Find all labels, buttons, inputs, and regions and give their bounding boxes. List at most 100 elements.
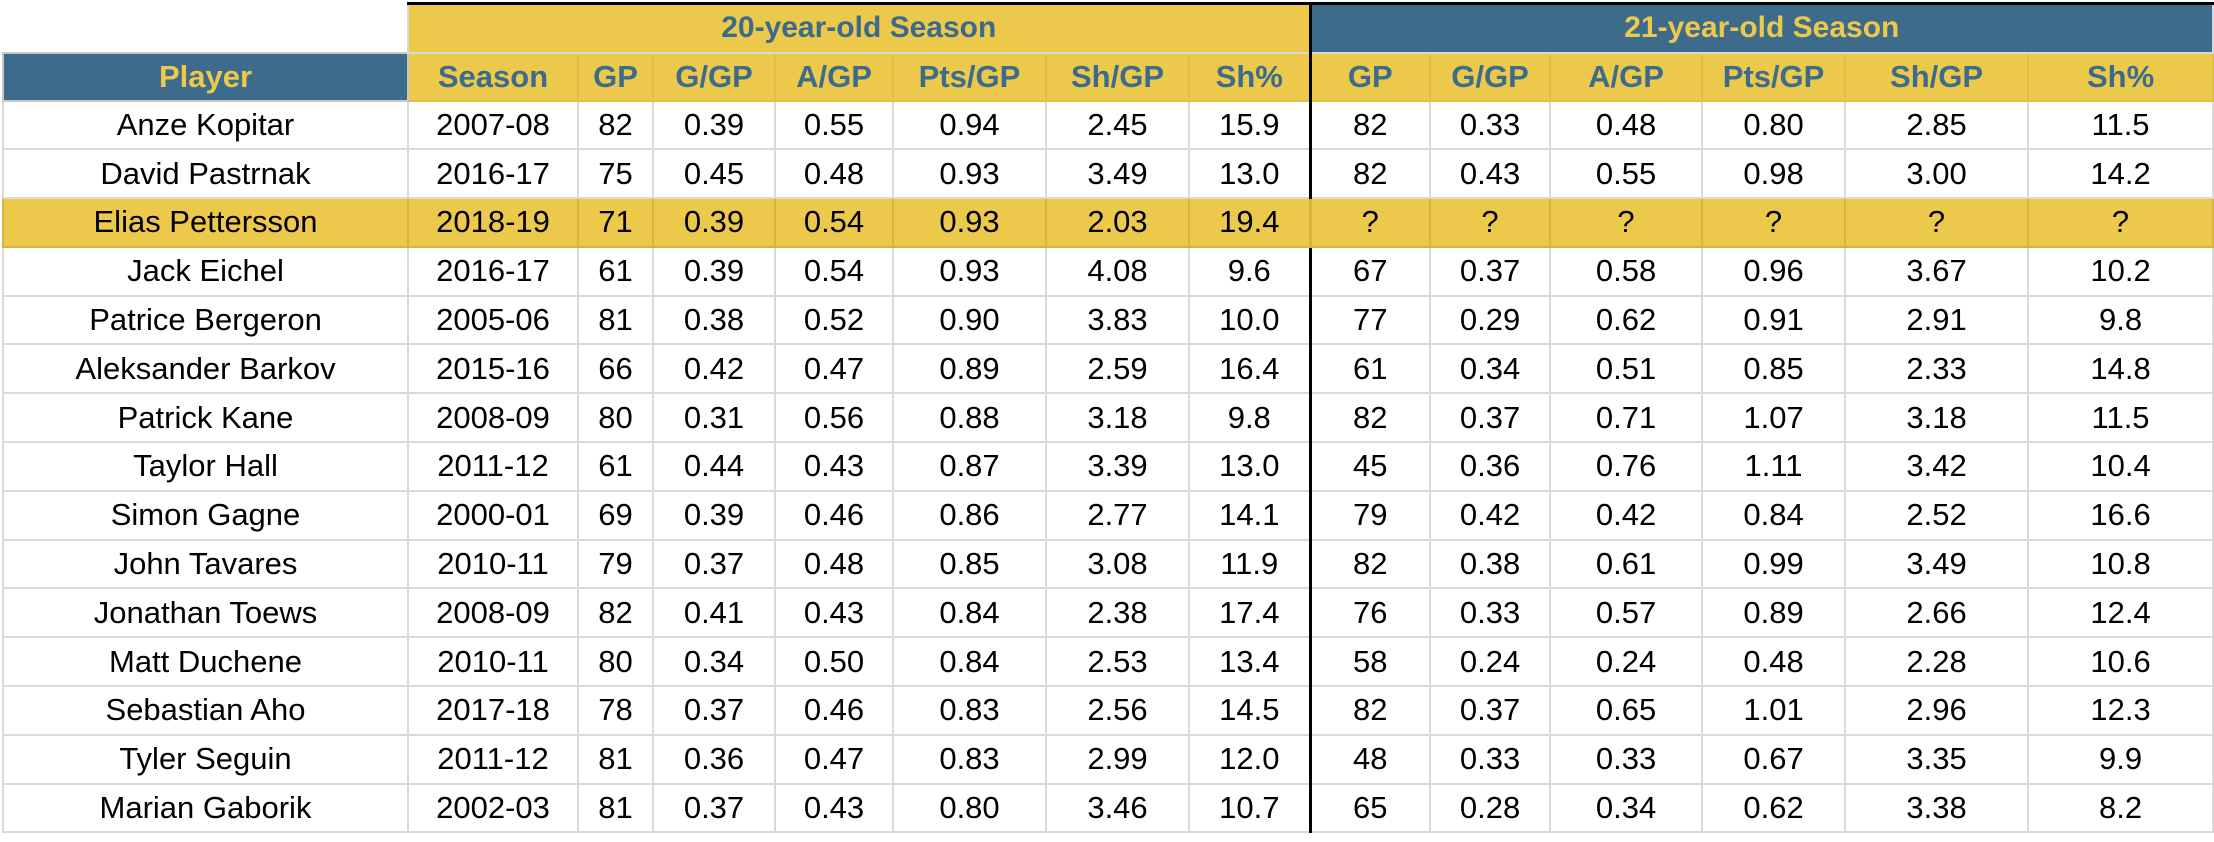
cell: 2.56 <box>1045 685 1190 736</box>
cell: Jonathan Toews <box>2 587 409 639</box>
cell: 8.2 <box>2027 782 2214 834</box>
cell: 0.84 <box>892 636 1047 688</box>
cell: 0.84 <box>892 587 1047 639</box>
cell: 0.91 <box>1701 294 1847 346</box>
table-row: Marian Gaborik 2002-03 81 0.37 0.43 0.80 3.46 1… <box>2 782 2214 834</box>
cell: David Pastrnak <box>2 148 409 200</box>
cell: 0.67 <box>1701 733 1847 785</box>
cell: 0.47 <box>774 343 894 395</box>
cell: 82 <box>1308 685 1432 736</box>
cell: 3.42 <box>1844 441 2030 492</box>
col-header-player: Player <box>2 51 409 102</box>
blank-corner <box>3 3 408 53</box>
cell: 0.39 <box>652 489 776 541</box>
cell: 2000-01 <box>407 489 579 541</box>
cell: 2007-08 <box>407 99 579 151</box>
cell: 0.86 <box>892 489 1047 541</box>
cell: 2011-12 <box>407 441 579 492</box>
cell: Jack Eichel <box>2 245 409 297</box>
col-header-sh-pct-21: Sh% <box>2027 51 2214 102</box>
cell: 2016-17 <box>407 245 579 297</box>
cell: 0.98 <box>1701 148 1847 200</box>
cell: 0.83 <box>892 733 1047 785</box>
cell: Patrick Kane <box>2 392 409 444</box>
cell: 2.96 <box>1844 685 2030 736</box>
cell: 0.46 <box>774 685 894 736</box>
table-row: Aleksander Barkov 2015-16 66 0.42 0.47 0.89 2.… <box>2 343 2214 395</box>
cell: 65 <box>1308 782 1432 834</box>
cell: 82 <box>577 587 654 639</box>
cell: 3.49 <box>1844 538 2030 590</box>
table-row: Anze Kopitar 2007-08 82 0.39 0.55 0.94 2.45 15.… <box>2 99 2214 151</box>
cell: ? <box>1844 197 2030 248</box>
cell: 2.45 <box>1045 99 1190 151</box>
cell: 13.0 <box>1187 148 1312 200</box>
table-row: Simon Gagne 2000-01 69 0.39 0.46 0.86 2.77 14.1… <box>2 489 2214 541</box>
cell: 3.46 <box>1045 782 1190 834</box>
cell: 2008-09 <box>407 587 579 639</box>
cell: 10.4 <box>2027 441 2214 492</box>
cell: 0.87 <box>892 441 1047 492</box>
cell: 14.8 <box>2027 343 2214 395</box>
cell: ? <box>2027 197 2214 248</box>
cell: 0.54 <box>774 197 894 248</box>
cell: 45 <box>1308 441 1432 492</box>
table-body: Anze Kopitar 2007-08 82 0.39 0.55 0.94 2.45 15.… <box>2 99 2214 834</box>
cell: 81 <box>577 294 654 346</box>
cell: 0.43 <box>1429 148 1552 200</box>
cell: 2015-16 <box>407 343 579 395</box>
cell: 1.11 <box>1701 441 1847 492</box>
col-header-pts-gp-20: Pts/GP <box>892 51 1047 102</box>
cell: 0.83 <box>892 685 1047 736</box>
cell: 2002-03 <box>407 782 579 834</box>
cell: 3.18 <box>1844 392 2030 444</box>
cell: 0.99 <box>1701 538 1847 590</box>
col-header-a-gp-20: A/GP <box>774 51 894 102</box>
cell: 0.62 <box>1549 294 1704 346</box>
cell: 0.39 <box>652 99 776 151</box>
cell: 11.9 <box>1187 538 1312 590</box>
cell: 0.45 <box>652 148 776 200</box>
cell: 9.9 <box>2027 733 2214 785</box>
cell: 79 <box>1308 489 1432 541</box>
cell: 0.29 <box>1429 294 1552 346</box>
table-row: Matt Duchene 2010-11 80 0.34 0.50 0.84 2.53 13.… <box>2 636 2214 688</box>
cell: 2.33 <box>1844 343 2030 395</box>
cell: 0.38 <box>652 294 776 346</box>
table-row: Jonathan Toews 2008-09 82 0.41 0.43 0.84 2.38 1… <box>2 587 2214 639</box>
cell: 2.28 <box>1844 636 2030 688</box>
cell: Matt Duchene <box>2 636 409 688</box>
cell: 0.44 <box>652 441 776 492</box>
cell: 0.43 <box>774 441 894 492</box>
cell: 0.51 <box>1549 343 1704 395</box>
cell: 79 <box>577 538 654 590</box>
cell: 2016-17 <box>407 148 579 200</box>
cell: 10.2 <box>2027 245 2214 297</box>
cell: 2010-11 <box>407 538 579 590</box>
cell: 0.34 <box>1549 782 1704 834</box>
col-header-sh-gp-21: Sh/GP <box>1844 51 2030 102</box>
cell: 14.5 <box>1187 685 1312 736</box>
cell: 0.48 <box>774 148 894 200</box>
cell: 61 <box>577 245 654 297</box>
cell: 0.89 <box>892 343 1047 395</box>
cell: 3.83 <box>1045 294 1190 346</box>
cell: 0.89 <box>1701 587 1847 639</box>
cell: 0.33 <box>1549 733 1704 785</box>
cell: 0.54 <box>774 245 894 297</box>
cell: 16.6 <box>2027 489 2214 541</box>
cell: 2.38 <box>1045 587 1190 639</box>
col-header-season: Season <box>407 51 579 102</box>
cell: 0.48 <box>1549 99 1704 151</box>
cell: 0.28 <box>1429 782 1552 834</box>
cell: 69 <box>577 489 654 541</box>
cell: 61 <box>1308 343 1432 395</box>
col-header-gp-21: GP <box>1308 51 1432 102</box>
cell: 2011-12 <box>407 733 579 785</box>
cell: 0.48 <box>774 538 894 590</box>
cell: 0.37 <box>1429 392 1552 444</box>
cell: John Tavares <box>2 538 409 590</box>
cell: 80 <box>577 636 654 688</box>
cell: 2.66 <box>1844 587 2030 639</box>
cell: 0.93 <box>892 148 1047 200</box>
